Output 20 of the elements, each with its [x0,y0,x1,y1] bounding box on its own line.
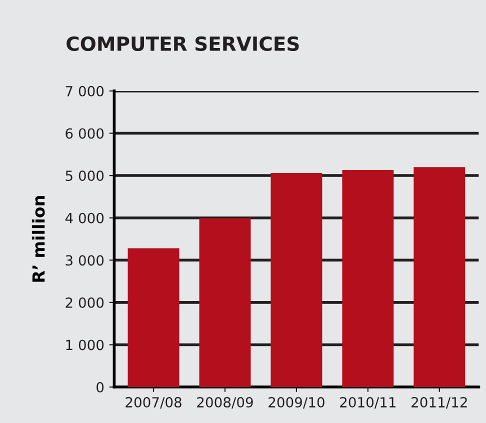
y-tick-label: 5 000 [66,170,104,182]
y-tick-label: 3 000 [66,255,104,266]
x-tick-label: 2008/09 [197,397,253,409]
y-tick-label: 2 000 [66,297,104,308]
y-tick-label: 0 [96,382,104,393]
bar [342,170,394,388]
bar [128,248,180,388]
x-tick-label: 2010/11 [340,397,396,409]
bar [414,167,466,388]
bar [199,218,251,388]
x-tick-label: 2011/12 [412,397,467,409]
y-tick-label: 4 000 [65,212,104,224]
y-tick-label: 1 000 [66,340,104,350]
chart-title: COMPUTER SERVICES [66,36,299,52]
bar [270,173,322,388]
y-tick-label: 7 000 [66,86,104,96]
x-tick-label: 2009/10 [268,397,324,409]
x-tick-label: 2007/08 [126,397,182,409]
y-axis-title: R’ million [32,196,45,282]
y-tick-label: 6 000 [66,128,104,139]
